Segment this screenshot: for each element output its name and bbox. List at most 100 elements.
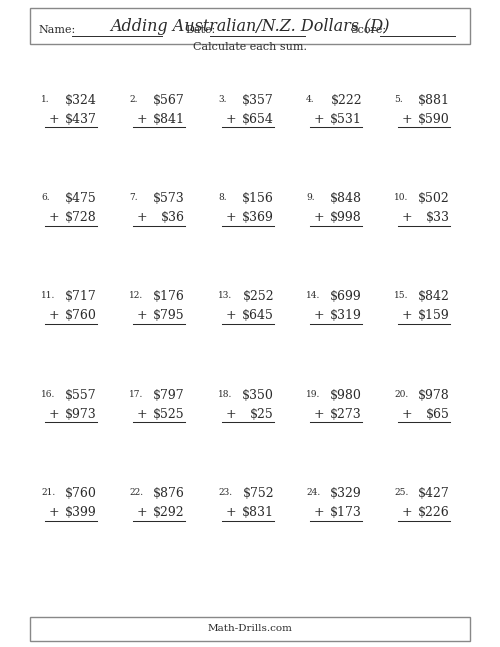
Text: 21.: 21. [41, 488, 55, 497]
Text: $998: $998 [330, 211, 362, 224]
Text: 25.: 25. [394, 488, 408, 497]
Text: +: + [226, 309, 236, 322]
Text: 7.: 7. [129, 193, 138, 202]
Text: +: + [314, 211, 324, 224]
Text: $980: $980 [330, 389, 362, 402]
Bar [30, 617, 470, 641]
Text: $978: $978 [418, 389, 450, 402]
Text: +: + [402, 506, 412, 519]
Text: 16.: 16. [41, 389, 56, 399]
Text: $654: $654 [242, 113, 274, 126]
Bar [30, 8, 470, 44]
Text: $36: $36 [161, 211, 185, 224]
Text: $645: $645 [242, 309, 274, 322]
Text: $831: $831 [242, 506, 274, 519]
Text: $573: $573 [153, 192, 185, 205]
Text: $590: $590 [418, 113, 450, 126]
Text: +: + [49, 211, 59, 224]
Text: +: + [402, 408, 412, 421]
Text: $717: $717 [65, 291, 97, 303]
Text: $324: $324 [65, 94, 97, 107]
Text: $25: $25 [250, 408, 274, 421]
Text: 23.: 23. [218, 488, 232, 497]
Text: $797: $797 [154, 389, 185, 402]
Text: $173: $173 [330, 506, 362, 519]
Text: 18.: 18. [218, 389, 232, 399]
Text: $531: $531 [330, 113, 362, 126]
Text: 22.: 22. [129, 488, 143, 497]
Text: +: + [137, 211, 147, 224]
Text: 13.: 13. [218, 291, 232, 300]
Text: $848: $848 [330, 192, 362, 205]
Text: +: + [49, 408, 59, 421]
Text: 4.: 4. [306, 94, 314, 104]
Text: $159: $159 [418, 309, 450, 322]
Text: $760: $760 [65, 309, 97, 322]
Text: $475: $475 [65, 192, 97, 205]
Text: +: + [137, 408, 147, 421]
Text: $329: $329 [330, 487, 362, 500]
Text: +: + [226, 211, 236, 224]
Text: $65: $65 [426, 408, 450, 421]
Text: +: + [137, 113, 147, 126]
Text: Score:: Score: [350, 25, 386, 35]
Text: $841: $841 [153, 113, 185, 126]
Text: $292: $292 [154, 506, 185, 519]
Text: Math-Drills.com: Math-Drills.com [208, 624, 292, 633]
Text: $33: $33 [426, 211, 450, 224]
Text: +: + [49, 309, 59, 322]
Text: 2.: 2. [129, 94, 138, 104]
Text: Adding Australian/N.Z. Dollars (D): Adding Australian/N.Z. Dollars (D) [110, 17, 390, 35]
Text: +: + [314, 113, 324, 126]
Text: $881: $881 [418, 94, 450, 107]
Text: 5.: 5. [394, 94, 403, 104]
Text: 20.: 20. [394, 389, 408, 399]
Text: $795: $795 [154, 309, 185, 322]
Text: 8.: 8. [218, 193, 226, 202]
Text: Name:: Name: [38, 25, 75, 35]
Text: +: + [226, 506, 236, 519]
Text: $319: $319 [330, 309, 362, 322]
Text: $369: $369 [242, 211, 274, 224]
Text: 15.: 15. [394, 291, 408, 300]
Text: +: + [226, 408, 236, 421]
Text: $222: $222 [330, 94, 362, 107]
Text: $427: $427 [418, 487, 450, 500]
Text: 12.: 12. [129, 291, 144, 300]
Text: +: + [137, 506, 147, 519]
Text: +: + [49, 113, 59, 126]
Text: +: + [314, 506, 324, 519]
Text: 6.: 6. [41, 193, 50, 202]
Text: $437: $437 [65, 113, 97, 126]
Text: 9.: 9. [306, 193, 314, 202]
Text: $567: $567 [153, 94, 185, 107]
Text: 19.: 19. [306, 389, 320, 399]
Text: 10.: 10. [394, 193, 408, 202]
Text: 24.: 24. [306, 488, 320, 497]
Text: $557: $557 [66, 389, 97, 402]
Text: $876: $876 [153, 487, 185, 500]
Text: $525: $525 [154, 408, 185, 421]
Text: $156: $156 [242, 192, 274, 205]
Text: +: + [402, 211, 412, 224]
Text: $226: $226 [418, 506, 450, 519]
Text: $357: $357 [242, 94, 274, 107]
Text: $252: $252 [242, 291, 274, 303]
Text: +: + [402, 309, 412, 322]
Text: $842: $842 [418, 291, 450, 303]
Text: +: + [314, 309, 324, 322]
Text: $273: $273 [330, 408, 362, 421]
Text: $699: $699 [330, 291, 362, 303]
Text: +: + [226, 113, 236, 126]
Text: $973: $973 [65, 408, 97, 421]
Text: +: + [49, 506, 59, 519]
Text: $399: $399 [65, 506, 97, 519]
Text: $728: $728 [65, 211, 97, 224]
Text: 3.: 3. [218, 94, 226, 104]
Text: Date:: Date: [185, 25, 215, 35]
Text: $752: $752 [242, 487, 274, 500]
Text: +: + [137, 309, 147, 322]
Text: +: + [402, 113, 412, 126]
Text: Calculate each sum.: Calculate each sum. [193, 42, 307, 52]
Text: $176: $176 [153, 291, 185, 303]
